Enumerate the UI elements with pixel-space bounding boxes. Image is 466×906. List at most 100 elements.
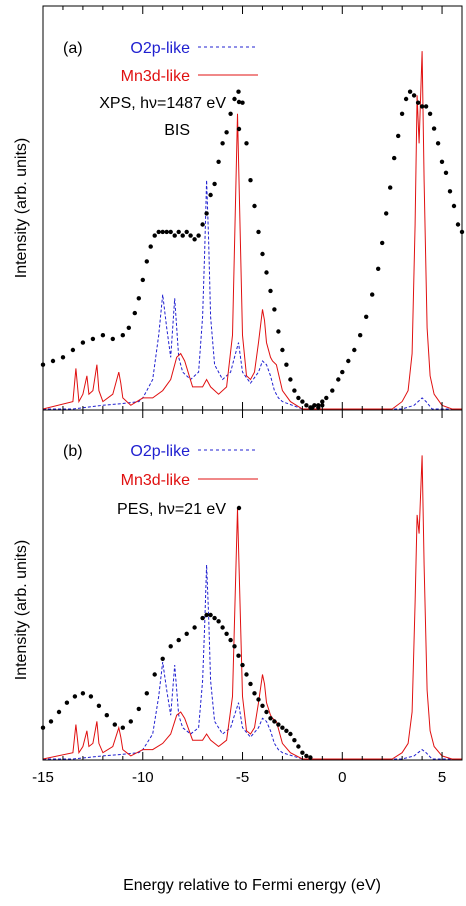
panel-b-series-2-point — [236, 653, 241, 658]
x-tick-label: 5 — [438, 769, 446, 786]
panel-a-series-2-point — [232, 96, 237, 102]
panel-a-series-2-point — [284, 362, 289, 367]
panel-b-series-2-point — [280, 725, 285, 730]
panel-a-series-2-point — [248, 178, 253, 183]
panel-a-series-3-point — [403, 96, 409, 102]
panel-b-series-2-point — [160, 656, 165, 661]
panel-b-series-2-point — [48, 719, 54, 724]
panel-a-series-2-point — [120, 333, 126, 338]
panel-a-series-2-point — [180, 233, 185, 238]
panel-b: (b) O2p-like Mn3d-like PES, hν=21 eV Int… — [13, 409, 463, 761]
panel-a-series-2-point — [228, 111, 233, 117]
x-tick-label: -5 — [236, 769, 249, 786]
panel-a-series-3-point — [411, 93, 417, 98]
panel-a-series-2-point — [110, 336, 116, 342]
panel-b-legend-pes-label: PES, hν=21 eV — [117, 501, 226, 518]
panel-a-legend-o2p-label: O2p-like — [130, 40, 190, 57]
panel-a-series-3-point — [423, 104, 429, 109]
panel-a-series-2-point — [252, 203, 257, 209]
panel-a-series-3-point — [407, 89, 413, 94]
panel-a-series-2-point — [172, 233, 177, 238]
panel-b-series-2-point — [304, 753, 309, 759]
panel-b-series-2-point — [184, 631, 189, 636]
panel-a-series-3-point — [376, 266, 381, 271]
panel-b-series-2-point — [212, 615, 217, 621]
panel-b-series-2-point — [200, 615, 205, 621]
panel-a-series-2-point — [276, 329, 281, 334]
panel-a-series-3-point — [320, 399, 325, 404]
panel-b-series-2-point — [204, 612, 209, 618]
panel-b-series-2-point — [232, 644, 237, 649]
panel-b-plot-area — [40, 455, 462, 760]
panel-b-series-2-point — [276, 722, 281, 727]
panel-a-legend-xps-marker — [236, 99, 242, 105]
panel-a-series-2-point — [216, 159, 221, 164]
x-tick-label: -15 — [32, 769, 54, 786]
panel-a-label: (a) — [63, 40, 83, 57]
panel-b-series-2-point — [64, 700, 70, 705]
panel-a-series-2-point — [176, 229, 181, 235]
panel-a-series-0-line — [43, 180, 462, 410]
panel-a: (a) O2p-like Mn3d-like XPS, hν=1487 eV B… — [13, 5, 465, 411]
panel-a-series-2-point — [132, 310, 137, 316]
panel-a-series-3-point — [419, 104, 425, 109]
panel-a-series-3-point — [380, 240, 385, 246]
panel-a-series-1-line — [42, 51, 462, 410]
panel-a-series-2-point — [80, 340, 86, 345]
panel-a-series-3-point — [399, 111, 405, 117]
panel-a-series-2-point — [256, 229, 261, 235]
panel-b-series-2-point — [96, 703, 102, 708]
panel-a-series-3-point — [427, 111, 433, 117]
panel-b-series-2-point — [112, 722, 118, 727]
panel-b-legend-mn3d-label: Mn3d-like — [121, 472, 190, 489]
panel-b-series-2-point — [144, 691, 149, 696]
panel-a-series-2-point — [50, 358, 56, 364]
panel-a-series-2-point — [144, 259, 149, 264]
panel-a-legend-bis-marker — [236, 126, 242, 132]
panel-b-series-2-point — [260, 703, 265, 708]
panel-a-series-2-point — [244, 141, 249, 146]
panel-a-series-3-point — [455, 222, 461, 227]
panel-b-series-2-point — [248, 681, 253, 687]
panel-a-series-3-point — [324, 395, 329, 401]
panel-a-series-3-point — [431, 126, 437, 131]
panel-a-series-3-point — [336, 377, 341, 382]
panel-b-series-2-point — [216, 619, 221, 624]
panel-a-series-2-point — [288, 377, 293, 382]
panel-a-series-2-point — [260, 251, 265, 257]
panel-a-series-3-point — [316, 403, 321, 408]
panel-a-series-3-point — [370, 292, 375, 297]
panel-a-series-2-point — [296, 395, 301, 401]
panel-b-frame — [42, 409, 463, 761]
panel-a-legend-bis-label: BIS — [164, 122, 190, 139]
panel-a-series-2-point — [200, 222, 205, 227]
panel-a-series-3-point — [310, 405, 315, 410]
panel-a-series-2-point — [188, 233, 193, 238]
panel-a-series-2-point — [192, 237, 197, 242]
panel-a-series-3-point — [396, 133, 401, 139]
panel-a-series-2-point — [208, 192, 213, 198]
panel-a-series-3-point — [459, 229, 465, 235]
panel-b-legend-o2p-label: O2p-like — [130, 443, 190, 460]
panel-b-series-2-point — [252, 691, 257, 696]
panel-b-series-2-point — [244, 672, 249, 677]
panel-a-series-2-point — [168, 229, 173, 235]
panel-a-series-2-point — [156, 229, 161, 235]
panel-a-series-2-point — [196, 233, 201, 238]
panel-b-series-2-point — [72, 694, 78, 699]
panel-a-series-2-point — [300, 399, 305, 404]
panel-a-series-3-point — [384, 211, 389, 216]
panel-a-series-3-point — [443, 170, 449, 175]
panel-a-series-3-point — [388, 185, 393, 190]
panel-a-plot-area — [40, 51, 465, 410]
panel-a-series-2-point — [224, 130, 229, 135]
panel-a-series-2-point — [148, 244, 153, 249]
panel-a-series-3-point — [346, 358, 351, 364]
panel-b-series-2-point — [228, 637, 233, 643]
panel-b-series-2-point — [288, 731, 293, 737]
panel-b-series-2-point — [128, 719, 133, 724]
panel-b-series-2-point — [292, 738, 297, 743]
panel-a-legend-xps-label: XPS, hν=1487 eV — [99, 95, 226, 112]
x-axis-label: Energy relative to Fermi energy (eV) — [123, 877, 381, 894]
panel-a-series-2-point — [152, 233, 157, 238]
